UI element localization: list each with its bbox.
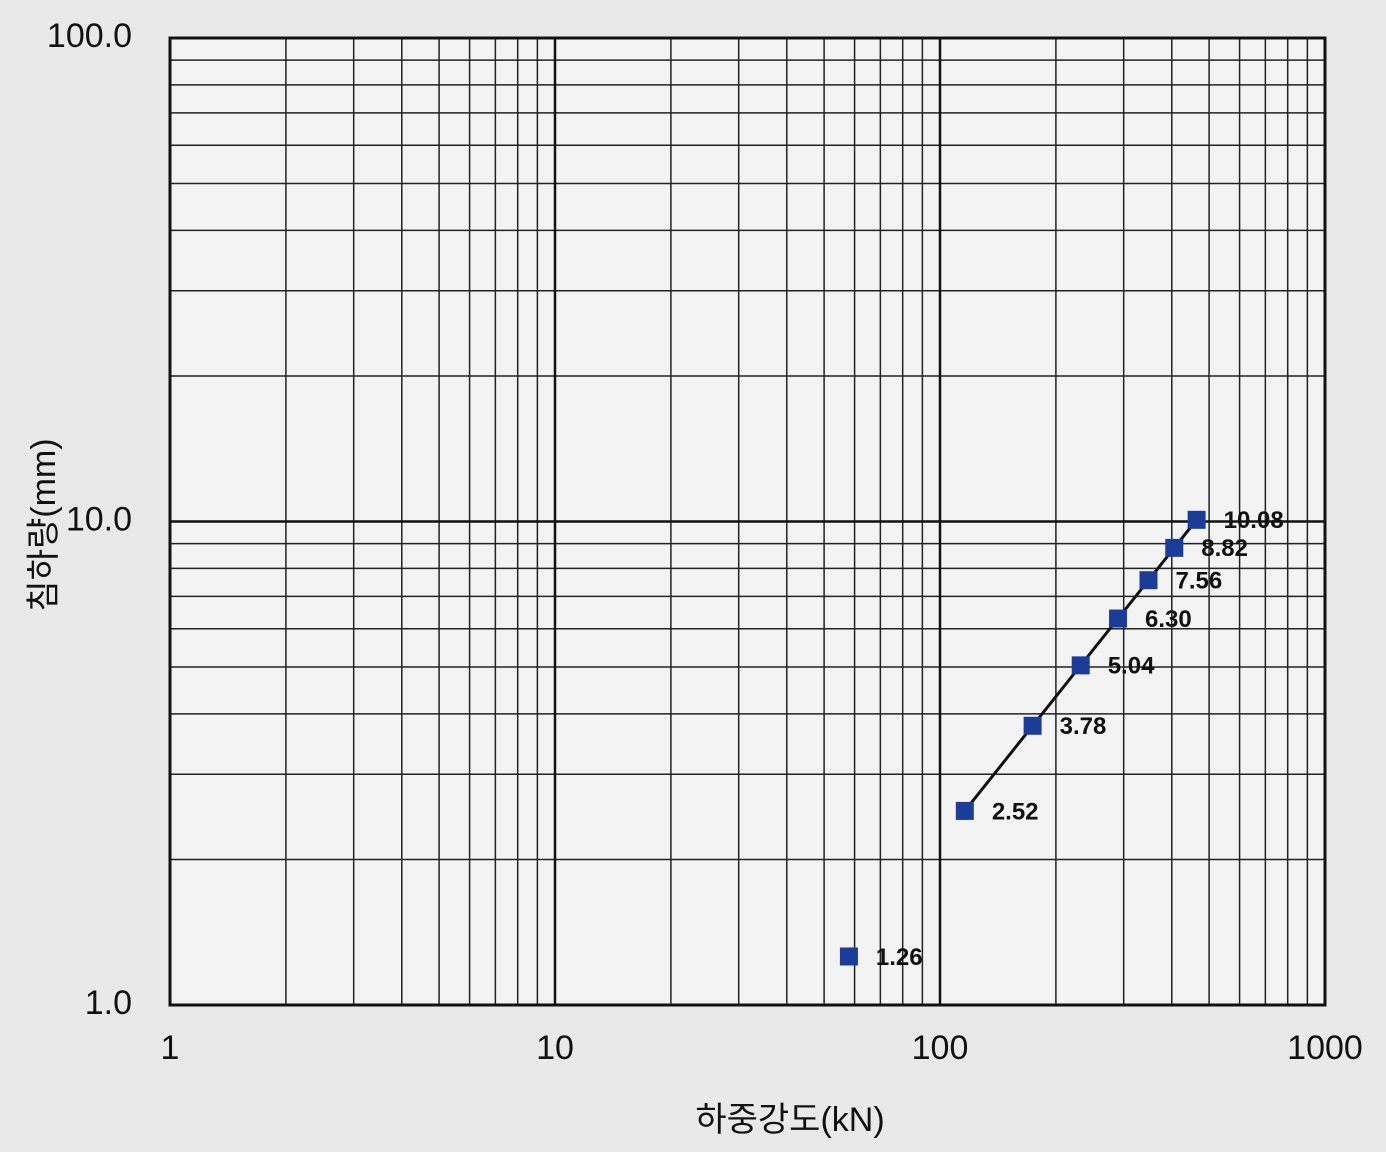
y-tick-label: 10.0 (66, 500, 132, 538)
x-tick-label: 100 (912, 1029, 969, 1067)
x-tick-label: 1 (161, 1029, 180, 1067)
data-label: 3.78 (1060, 713, 1107, 740)
marker (1071, 656, 1090, 675)
x-tick-label: 10 (536, 1029, 574, 1067)
x-tick-label: 1000 (1287, 1029, 1363, 1067)
marker (955, 801, 974, 820)
x-axis-title: 하중강도(kN) (695, 1101, 884, 1139)
data-label: 6.30 (1145, 606, 1192, 633)
data-label: 2.52 (992, 798, 1039, 825)
y-tick-label: 100.0 (47, 17, 132, 55)
data-label: 5.04 (1108, 653, 1155, 680)
data-label: 7.56 (1176, 568, 1223, 595)
marker (1165, 538, 1184, 557)
marker (1023, 716, 1042, 735)
marker (1187, 510, 1206, 529)
plot-border (168, 36, 1327, 1007)
y-axis-title: 침하량(mm) (25, 438, 63, 611)
marker (1139, 571, 1158, 590)
y-tick-label: 1.0 (85, 984, 132, 1022)
marker (839, 947, 858, 966)
data-label: 8.82 (1201, 535, 1248, 562)
data-label: 1.26 (876, 944, 923, 971)
marker (1109, 609, 1128, 628)
data-label: 10.08 (1224, 507, 1284, 534)
